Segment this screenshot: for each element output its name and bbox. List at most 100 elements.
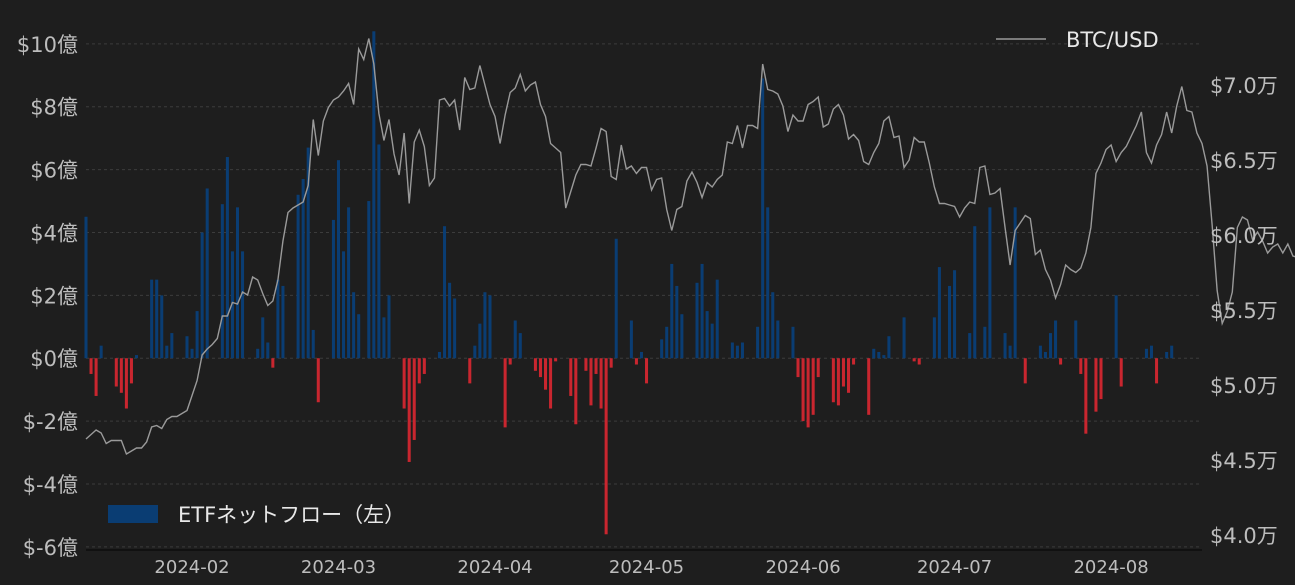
bar (1013, 207, 1017, 359)
bar (877, 351, 881, 359)
bar (94, 358, 98, 396)
left-tick-label: $6億 (30, 159, 78, 183)
bar (230, 251, 234, 359)
bar (867, 358, 871, 415)
bar (352, 292, 356, 359)
left-tick-label: $0億 (30, 347, 78, 371)
bar (261, 317, 265, 359)
bar (412, 358, 416, 440)
bar (271, 358, 275, 368)
bar (675, 285, 679, 359)
bar (670, 263, 674, 359)
x-axis: 2024-02 2024-03 2024-04 2024-05 2024-06 2024-… (154, 557, 1148, 578)
bar (235, 207, 240, 359)
bar (448, 282, 452, 359)
bar (407, 358, 411, 462)
bar (1079, 358, 1083, 374)
bar (453, 298, 457, 359)
bar (382, 317, 386, 359)
bar (645, 358, 649, 384)
bar (200, 232, 204, 359)
x-tick-label: 2024-08 (1073, 557, 1148, 578)
bar (422, 358, 426, 374)
left-tick-label: $-4億 (23, 473, 78, 497)
bar (301, 179, 305, 359)
left-tick-label: $8億 (30, 96, 78, 120)
bar (554, 358, 558, 362)
bar (160, 295, 164, 359)
bar (705, 311, 709, 359)
bar (190, 348, 194, 359)
bar (852, 358, 856, 365)
bar (917, 358, 921, 365)
legend-etf-label: ETFネットフロー（左） (178, 503, 405, 527)
bar (124, 358, 128, 409)
bar (114, 358, 118, 387)
bar (639, 351, 643, 359)
bar (488, 295, 492, 359)
bar (1003, 333, 1007, 359)
bar (902, 317, 906, 359)
etf-flow-bars (84, 31, 1174, 535)
bar (170, 333, 174, 359)
bar (402, 358, 406, 409)
bar (730, 342, 734, 359)
bar (1114, 295, 1118, 359)
bar (937, 267, 941, 359)
left-tick-label: $4億 (30, 221, 78, 245)
bar (629, 320, 633, 359)
left-axis: $-6億 $-4億 $-2億 $0億 $2億 $4億 $6億 $8億 $10億 (17, 33, 78, 560)
bar (584, 358, 588, 371)
bar (417, 358, 421, 384)
bar (437, 351, 441, 359)
bar (968, 333, 972, 359)
x-tick-label: 2024-07 (917, 557, 992, 578)
right-tick-label: $4.5万 (1210, 449, 1278, 473)
bar (776, 320, 780, 359)
bar (948, 285, 952, 359)
bar (589, 358, 593, 406)
bar (205, 188, 209, 359)
bar (443, 226, 447, 359)
bar (1155, 358, 1159, 384)
bar (1165, 351, 1169, 359)
bar (841, 358, 845, 387)
bar (1038, 345, 1042, 359)
bar (372, 31, 376, 359)
legend-etf-swatch (108, 505, 158, 523)
bar (816, 358, 820, 378)
bar (847, 358, 851, 393)
bar (518, 333, 522, 359)
bar (129, 358, 133, 384)
bar (791, 326, 795, 359)
bar (241, 251, 245, 359)
bar (266, 342, 270, 359)
legend-etf: ETFネットフロー（左） (108, 503, 405, 527)
left-tick-label: $-2億 (23, 410, 78, 434)
bar (367, 201, 371, 359)
right-tick-label: $4.0万 (1210, 524, 1278, 548)
bar (715, 279, 719, 359)
bar (473, 345, 477, 359)
bar (1054, 320, 1058, 359)
bar (377, 144, 381, 359)
bar (660, 339, 664, 359)
bar (1008, 345, 1012, 359)
bar (1048, 333, 1053, 359)
bar (801, 358, 805, 422)
bar (609, 358, 613, 368)
bar (811, 358, 815, 415)
legend-btc: BTC/USD (996, 28, 1159, 52)
bar (796, 358, 800, 378)
bar (740, 342, 744, 359)
bar (387, 295, 391, 359)
bar (665, 326, 669, 359)
bar (988, 207, 992, 359)
right-tick-label: $6.5万 (1210, 149, 1278, 173)
bar (614, 238, 618, 359)
bar (508, 358, 512, 365)
bar (306, 147, 310, 359)
bar (594, 358, 598, 374)
